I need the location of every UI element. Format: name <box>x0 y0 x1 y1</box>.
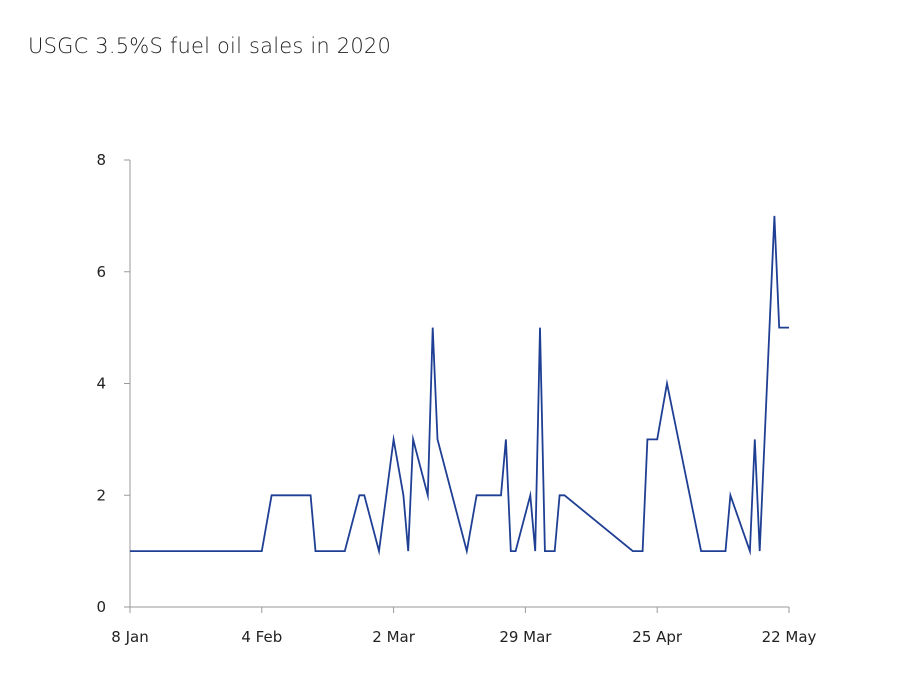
y-tick-label: 0 <box>96 598 106 616</box>
x-tick-label: 29 Mar <box>499 628 552 646</box>
y-tick-label: 4 <box>96 375 106 393</box>
ticks: 0 2 4 6 8 8 Jan 4 Feb 2 Mar 29 Mar 25 Apr 22 May <box>96 151 816 646</box>
axes <box>129 160 789 608</box>
x-tick-label: 4 Feb <box>241 628 282 646</box>
chart-title: USGC 3.5%S fuel oil sales in 2020 <box>28 34 392 58</box>
y-tick-label: 2 <box>96 486 106 504</box>
series-layer <box>130 215 789 556</box>
y-tick-label: 8 <box>96 151 106 169</box>
x-tick-label: 25 Apr <box>632 628 683 646</box>
x-tick-label: 8 Jan <box>111 628 148 646</box>
series-line <box>130 215 789 556</box>
y-tick-label: 6 <box>96 263 106 281</box>
x-tick-label: 22 May <box>762 628 817 646</box>
x-tick-label: 2 Mar <box>372 628 415 646</box>
